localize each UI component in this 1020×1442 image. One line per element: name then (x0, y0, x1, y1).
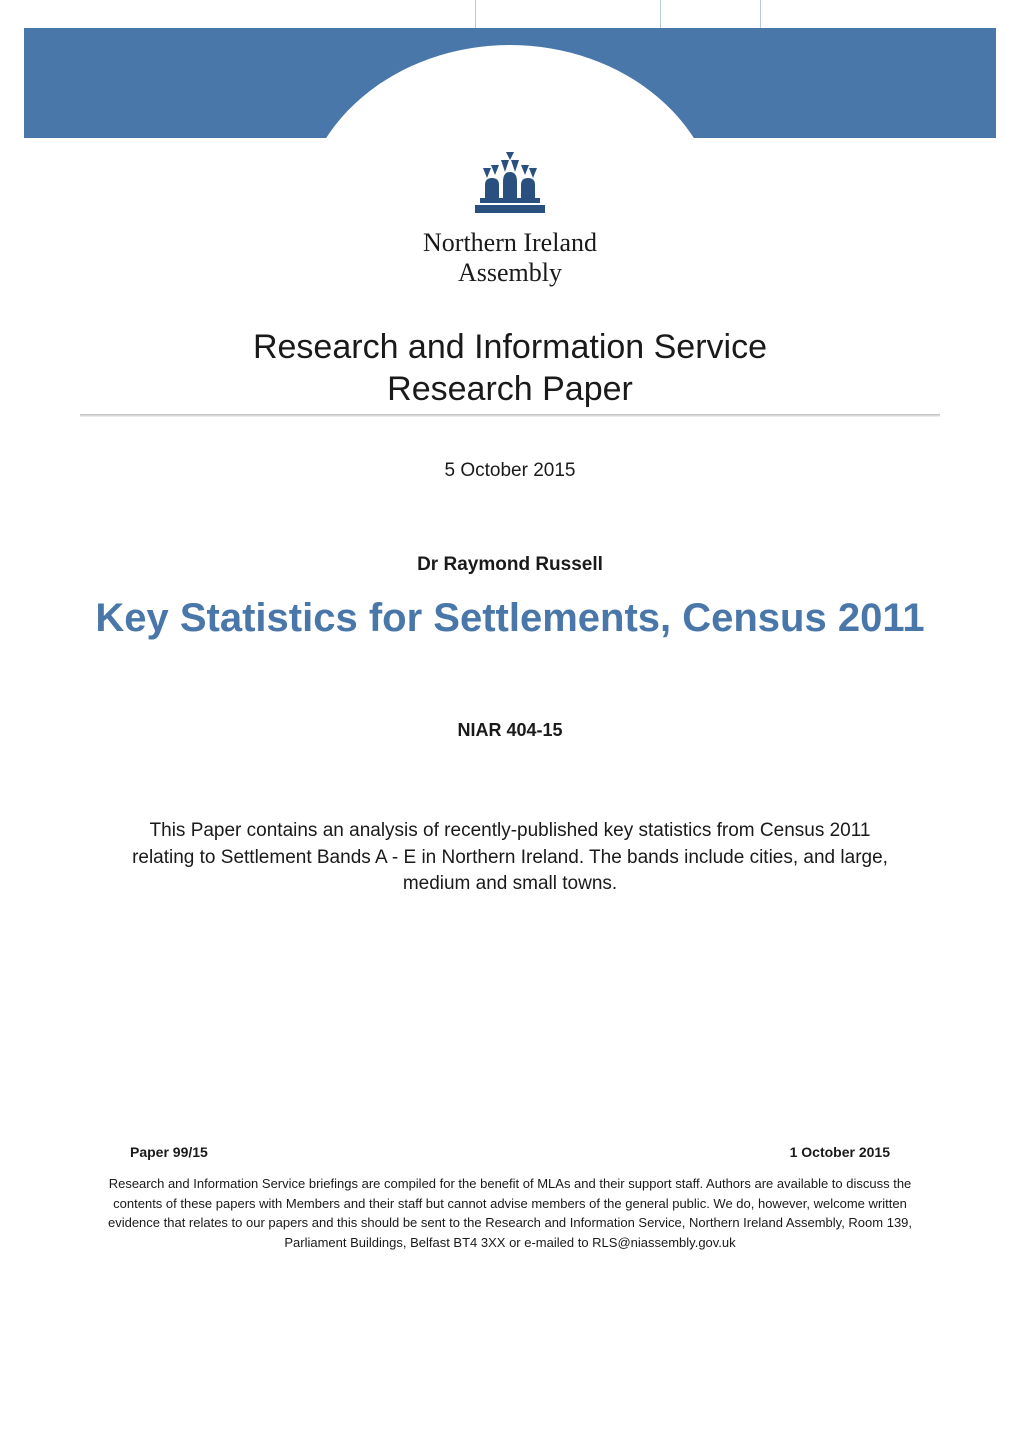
publication-date: 5 October 2015 (445, 460, 576, 482)
logo-area: Northern Ireland Assembly (423, 150, 597, 288)
service-title-line2: Research Paper (387, 370, 633, 409)
main-title: Key Statistics for Settlements, Census 2… (0, 594, 1020, 642)
service-title-line1: Research and Information Service (0, 328, 1020, 367)
horizontal-rule (80, 414, 940, 417)
border-line-2 (660, 0, 661, 30)
niar-reference: NIAR 404-15 (457, 720, 562, 741)
description-paragraph: This Paper contains an analysis of recen… (128, 818, 892, 898)
logo-text-line1: Northern Ireland (423, 228, 597, 258)
footer-disclaimer: Research and Information Service briefin… (90, 1174, 930, 1252)
author-name: Dr Raymond Russell (417, 554, 603, 576)
border-line-3 (760, 0, 761, 30)
logo-text-line2: Assembly (423, 258, 597, 288)
border-line-1 (475, 0, 476, 30)
footer-date: 1 October 2015 (790, 1144, 890, 1160)
assembly-logo-icon (465, 150, 555, 220)
footer-paper-ref: Paper 99/15 (130, 1144, 208, 1160)
